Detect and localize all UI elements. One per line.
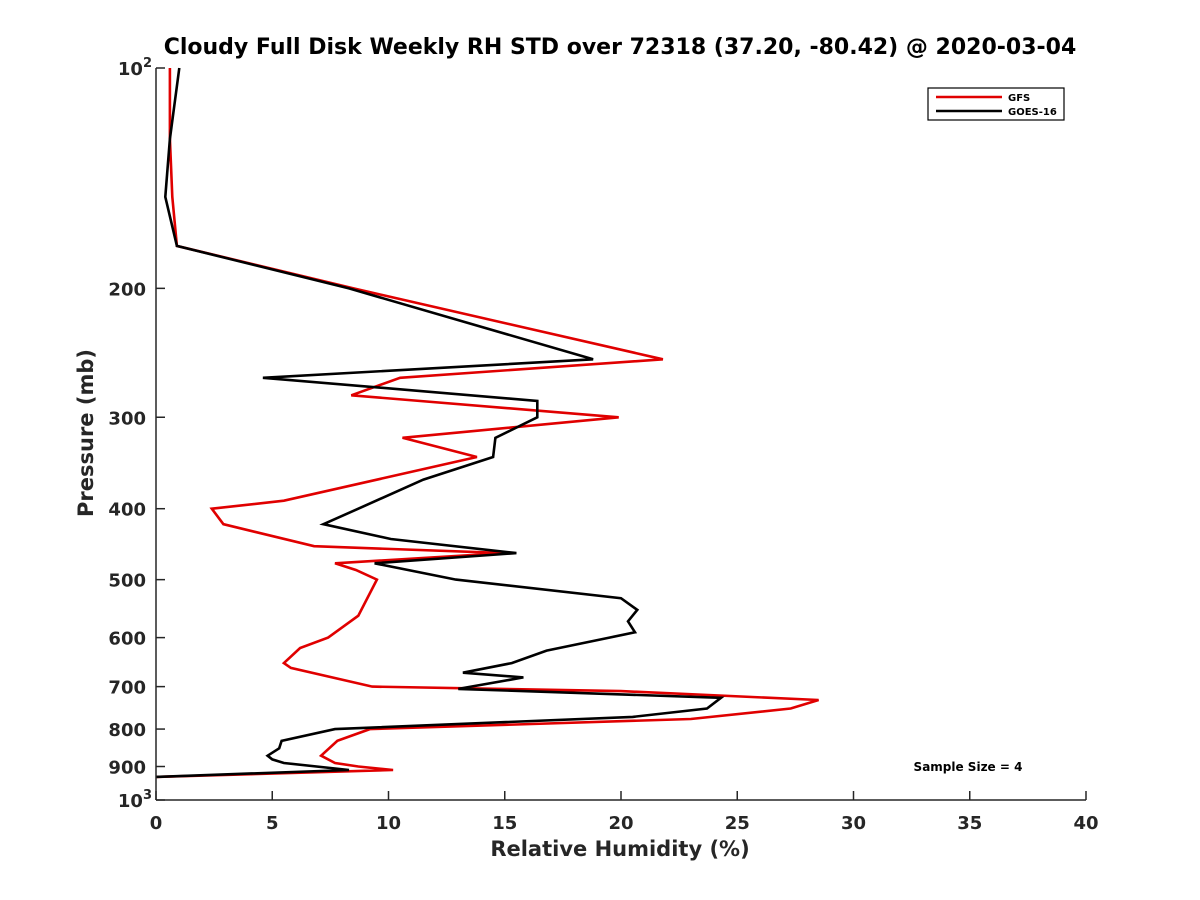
chart-title: Cloudy Full Disk Weekly RH STD over 7231… <box>164 35 1077 60</box>
x-tick-label: 5 <box>266 813 279 834</box>
y-tick-label: 500 <box>108 571 146 592</box>
x-tick-label: 20 <box>608 813 633 834</box>
legend: GFS GOES-16 <box>927 87 1065 121</box>
y-tick-label: 600 <box>108 629 146 650</box>
legend-label-goes16: GOES-16 <box>1008 107 1057 118</box>
series-line-goes-16 <box>155 67 725 779</box>
y-tick-label: 300 <box>108 408 146 429</box>
x-tick-label: 25 <box>725 813 750 834</box>
x-tick-label: 30 <box>841 813 866 834</box>
series-layer <box>155 67 819 779</box>
x-axis-ticks: 0 5 10 15 20 25 30 35 40 <box>150 791 1099 834</box>
y-tick-label: 700 <box>108 678 146 699</box>
y-tick-label: 800 <box>108 720 146 741</box>
legend-label-gfs: GFS <box>1008 93 1030 104</box>
legend-box <box>927 87 1065 121</box>
x-tick-label: 35 <box>957 813 982 834</box>
y-tick-label: 200 <box>108 279 146 300</box>
y-tick-label: 400 <box>108 500 146 521</box>
x-tick-label: 0 <box>150 813 163 834</box>
y-axis-ticks: 102 200 300 400 500 600 700 800 900 103 <box>108 56 165 812</box>
y-tick-label: 103 <box>118 788 152 812</box>
x-tick-label: 40 <box>1073 813 1098 834</box>
y-tick-label: 102 <box>118 56 152 80</box>
sample-size-annotation: Sample Size = 4 <box>914 760 1023 774</box>
series-line-gfs <box>155 68 819 779</box>
y-axis-label: Pressure (mb) <box>74 349 98 517</box>
x-tick-label: 10 <box>376 813 401 834</box>
x-tick-label: 15 <box>492 813 517 834</box>
y-tick-label: 900 <box>108 758 146 779</box>
x-axis-label: Relative Humidity (%) <box>490 837 749 861</box>
